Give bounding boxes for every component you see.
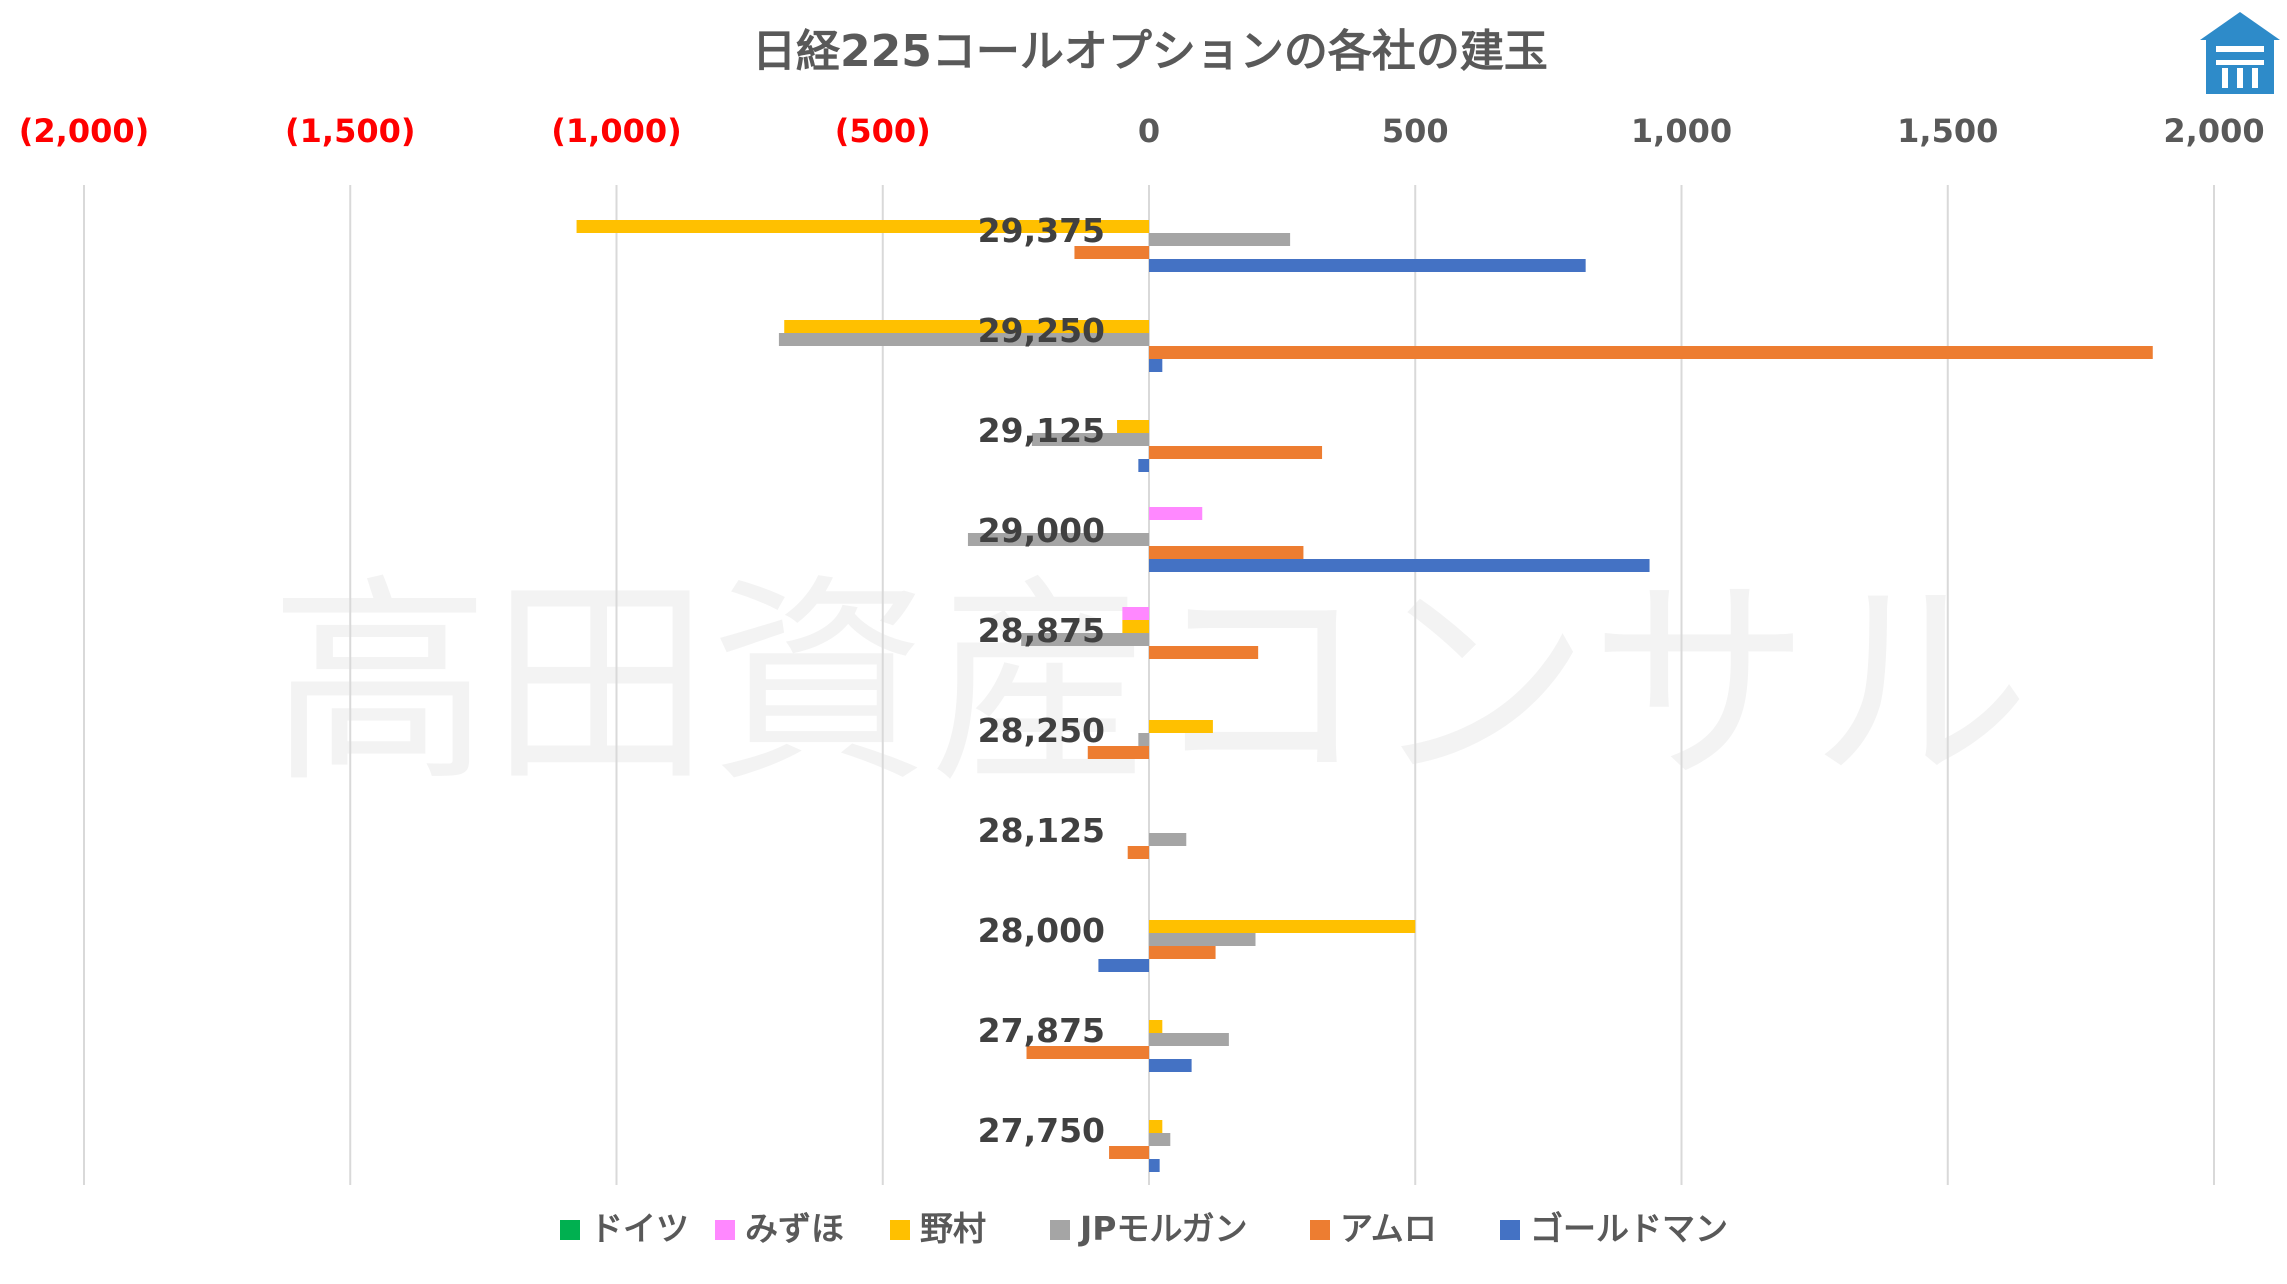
bar <box>1074 246 1149 259</box>
x-tick-label: 500 <box>1382 112 1449 150</box>
bar <box>1149 546 1304 559</box>
category-label: 28,250 <box>978 711 1105 750</box>
bar <box>1127 846 1149 859</box>
bar <box>1149 359 1163 372</box>
category-label: 27,875 <box>978 1011 1105 1050</box>
category-label: 29,250 <box>978 311 1105 350</box>
legend-label: JPモルガン <box>1078 1209 1247 1248</box>
legend-label: ドイツ <box>590 1209 689 1248</box>
legend-swatch <box>890 1220 910 1240</box>
legend-swatch <box>1310 1220 1330 1240</box>
x-tick-label: 1,000 <box>1631 112 1732 150</box>
bar <box>1149 1159 1160 1172</box>
bar <box>1087 746 1149 759</box>
logo-bar-mid <box>2216 60 2264 65</box>
logo-pillar-right <box>2252 68 2258 88</box>
category-label: 29,125 <box>978 411 1105 450</box>
bar <box>1138 733 1149 746</box>
legend: ドイツ みずほ 野村 JPモルガン アムロ ゴールドマン <box>560 1209 1728 1248</box>
x-tick-label: (1,000) <box>551 112 681 150</box>
bar <box>1149 507 1203 520</box>
bar <box>1149 1059 1192 1072</box>
bar <box>1149 933 1256 946</box>
bar <box>1149 833 1187 846</box>
bar <box>1149 720 1213 733</box>
bar <box>1149 1020 1163 1033</box>
bar <box>1149 646 1259 659</box>
x-tick-label: 0 <box>1138 112 1160 150</box>
category-label: 28,125 <box>978 811 1105 850</box>
logo-pillar-center <box>2237 68 2243 88</box>
logo-roof <box>2200 12 2280 40</box>
legend-label: 野村 <box>920 1209 986 1248</box>
bar <box>1149 233 1291 246</box>
bar <box>967 533 1149 546</box>
bar <box>1149 946 1216 959</box>
legend-label: みずほ <box>745 1209 844 1248</box>
bar <box>1149 346 2153 359</box>
bar <box>1149 1120 1163 1133</box>
bar <box>1149 1033 1229 1046</box>
bar <box>1149 559 1650 572</box>
legend-swatch <box>560 1220 580 1240</box>
category-labels: 29,375 29,250 29,125 29,000 28,875 28,250 28,1… <box>978 211 1105 1150</box>
legend-swatch <box>1050 1220 1070 1240</box>
x-tick-label: (2,000) <box>19 112 149 150</box>
bars <box>576 220 2153 1172</box>
bar <box>576 220 1149 233</box>
bar <box>1122 620 1149 633</box>
bar <box>1021 633 1149 646</box>
bar <box>1117 420 1149 433</box>
bar <box>1149 920 1416 933</box>
category-label: 29,000 <box>978 511 1105 550</box>
x-axis-ticks: (2,000) (1,500) (1,000) (500) 0 500 1,000 1,500… <box>19 112 2265 150</box>
category-label: 28,000 <box>978 911 1105 950</box>
bar <box>1026 1046 1149 1059</box>
bar <box>1149 259 1586 272</box>
bar <box>784 320 1149 333</box>
bar <box>1122 607 1149 620</box>
legend-swatch <box>715 1220 735 1240</box>
category-label: 27,750 <box>978 1111 1105 1150</box>
bar <box>1098 959 1149 972</box>
x-tick-label: 2,000 <box>2163 112 2264 150</box>
x-tick-label: (1,500) <box>285 112 415 150</box>
category-label: 28,875 <box>978 611 1105 650</box>
bar <box>1138 459 1149 472</box>
x-tick-label: (500) <box>835 112 931 150</box>
legend-swatch <box>1500 1220 1520 1240</box>
legend-label: ゴールドマン <box>1530 1209 1728 1248</box>
chart-title: 日経225コールオプションの各社の建玉 <box>752 26 1548 77</box>
legend-label: アムロ <box>1340 1209 1437 1248</box>
x-tick-label: 1,500 <box>1897 112 1998 150</box>
logo-bar-top <box>2216 46 2264 52</box>
logo-pillar-left <box>2222 68 2228 88</box>
bar <box>1109 1146 1149 1159</box>
bar <box>778 333 1149 346</box>
bar <box>1149 1133 1171 1146</box>
bar <box>1031 433 1149 446</box>
bar <box>1149 446 1323 459</box>
logo <box>2200 12 2280 94</box>
category-label: 29,375 <box>978 211 1105 250</box>
